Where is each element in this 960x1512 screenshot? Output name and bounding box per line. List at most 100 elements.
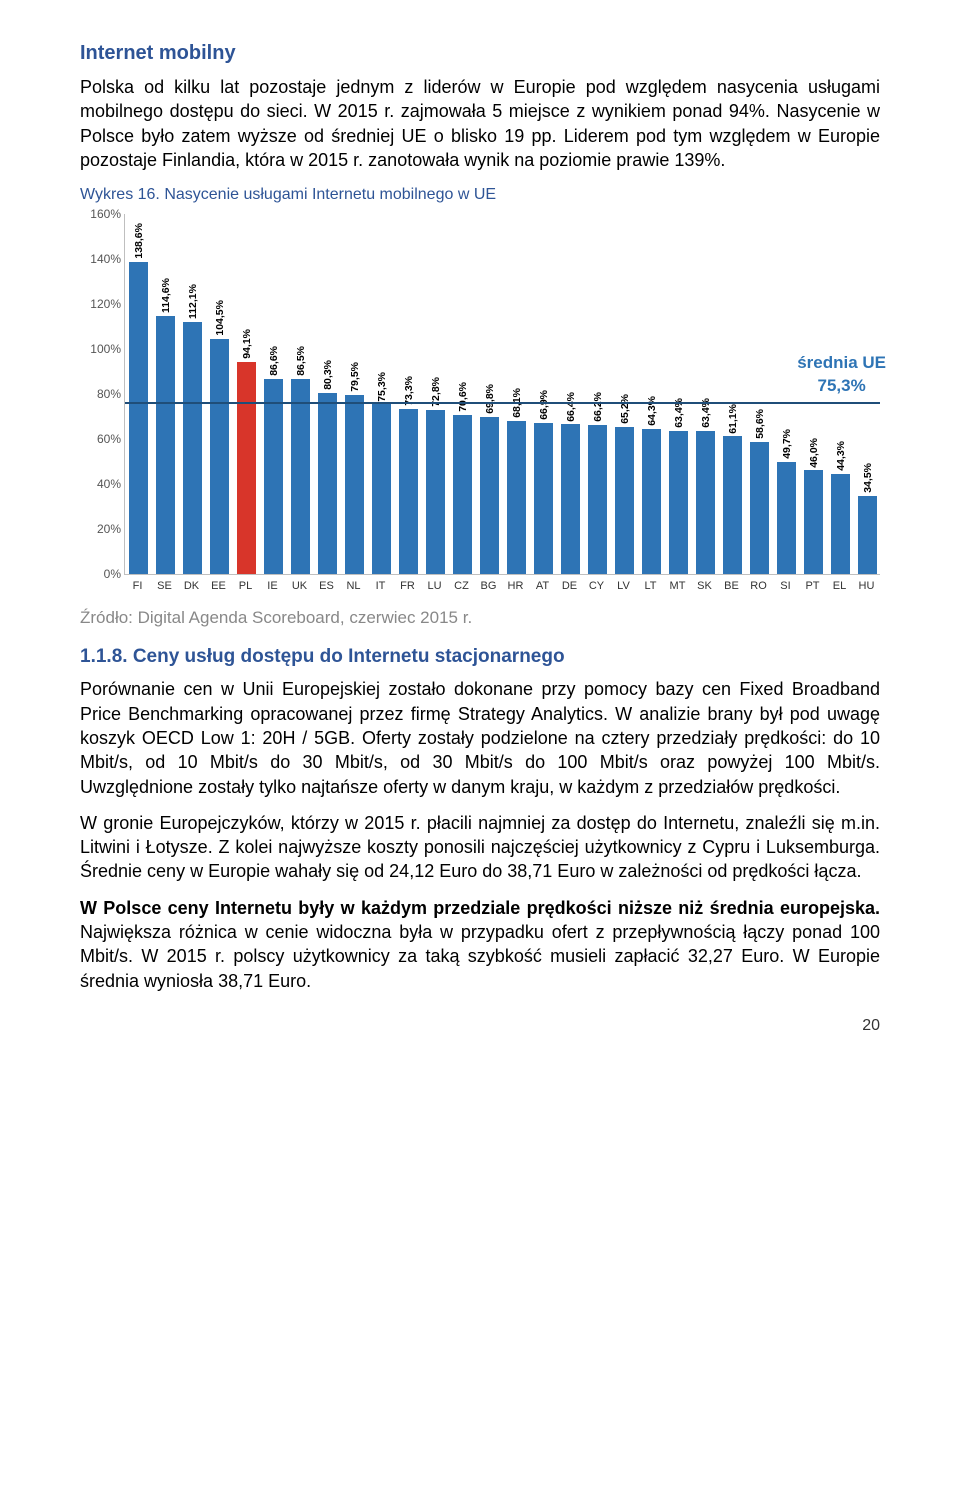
chart-ytick: 40%	[81, 476, 121, 492]
para-3: W gronie Europejczyków, którzy w 2015 r.…	[80, 811, 880, 884]
chart: 0%20%40%60%80%100%120%140%160%138,6%114,…	[80, 214, 880, 597]
chart-bar-value: 114,6%	[159, 278, 173, 313]
chart-bar: 58,6%	[750, 442, 769, 574]
chart-bar-value: 94,1%	[240, 329, 254, 359]
chart-bar: 46,0%	[804, 470, 823, 574]
chart-xlabel: LV	[610, 579, 637, 594]
chart-bar-value: 70,6%	[456, 382, 470, 412]
chart-bar: 49,7%	[777, 462, 796, 574]
chart-xlabel: SI	[772, 579, 799, 594]
para-1: Polska od kilku lat pozostaje jednym z l…	[80, 75, 880, 172]
chart-bar: 34,5%	[858, 496, 877, 574]
chart-ytick: 120%	[81, 296, 121, 312]
chart-bar: 63,4%	[669, 431, 688, 574]
chart-xlabel: AT	[529, 579, 556, 594]
chart-bar: 94,1%	[237, 362, 256, 574]
chart-bar-value: 61,1%	[726, 404, 740, 434]
chart-xlabel: UK	[286, 579, 313, 594]
chart-bar: 138,6%	[129, 262, 148, 574]
chart-bar-value: 58,6%	[753, 409, 767, 439]
chart-xlabel: RO	[745, 579, 772, 594]
chart-title: Wykres 16. Nasycenie usługami Internetu …	[80, 184, 880, 206]
chart-bar: 72,8%	[426, 410, 445, 574]
chart-ytick: 160%	[81, 206, 121, 222]
chart-bar-value: 66,4%	[564, 392, 578, 422]
chart-bar-value: 46,0%	[807, 438, 821, 468]
chart-xlabel: SE	[151, 579, 178, 594]
chart-bar: 66,4%	[561, 424, 580, 573]
chart-xlabel: DE	[556, 579, 583, 594]
chart-bar: 75,3%	[372, 404, 391, 573]
chart-bar-value: 66,2%	[591, 392, 605, 422]
chart-ytick: 140%	[81, 251, 121, 267]
chart-xlabel: LT	[637, 579, 664, 594]
page-number: 20	[80, 1015, 880, 1037]
chart-bar: 112,1%	[183, 322, 202, 574]
chart-bar: 86,5%	[291, 379, 310, 574]
chart-bar-value: 75,3%	[375, 372, 389, 402]
chart-bar-value: 34,5%	[861, 463, 875, 493]
chart-bar: 66,9%	[534, 423, 553, 574]
chart-xlabel: ES	[313, 579, 340, 594]
chart-bar: 73,3%	[399, 409, 418, 574]
chart-bar: 66,2%	[588, 425, 607, 574]
chart-xlabel: FI	[124, 579, 151, 594]
chart-ytick: 20%	[81, 521, 121, 537]
chart-bar: 64,3%	[642, 429, 661, 574]
chart-bar: 68,1%	[507, 421, 526, 574]
chart-xlabel: NL	[340, 579, 367, 594]
chart-ytick: 60%	[81, 431, 121, 447]
chart-bar: 65,2%	[615, 427, 634, 574]
chart-xlabel: CY	[583, 579, 610, 594]
chart-bar-value: 65,2%	[618, 394, 632, 424]
para-4-bold: W Polsce ceny Internetu były w każdym pr…	[80, 898, 880, 918]
chart-xlabel: DK	[178, 579, 205, 594]
chart-plot: 0%20%40%60%80%100%120%140%160%138,6%114,…	[124, 214, 880, 575]
subsection-heading: 1.1.8. Ceny usług dostępu do Internetu s…	[80, 644, 880, 670]
chart-bar: 61,1%	[723, 436, 742, 573]
chart-bar-value: 66,9%	[537, 390, 551, 420]
chart-xaxis: FISEDKEEPLIEUKESNLITFRLUCZBGHRATDECYLVLT…	[124, 575, 880, 597]
chart-xlabel: IT	[367, 579, 394, 594]
chart-bar-value: 86,6%	[267, 346, 281, 376]
chart-bar: 80,3%	[318, 393, 337, 574]
section-heading: Internet mobilny	[80, 40, 880, 67]
chart-avg-line	[125, 402, 880, 404]
chart-bar: 86,6%	[264, 379, 283, 574]
chart-bar-value: 44,3%	[834, 441, 848, 471]
chart-ytick: 80%	[81, 386, 121, 402]
chart-xlabel: SK	[691, 579, 718, 594]
chart-ytick: 0%	[81, 566, 121, 582]
chart-bar-value: 138,6%	[132, 223, 146, 259]
chart-bar: 114,6%	[156, 316, 175, 574]
chart-source: Źródło: Digital Agenda Scoreboard, czerw…	[80, 607, 880, 630]
chart-bar: 79,5%	[345, 395, 364, 574]
chart-bar-value: 49,7%	[780, 429, 794, 459]
chart-xlabel: HR	[502, 579, 529, 594]
chart-bar-value: 112,1%	[186, 284, 200, 319]
chart-xlabel: PL	[232, 579, 259, 594]
chart-bar: 104,5%	[210, 339, 229, 574]
chart-xlabel: EL	[826, 579, 853, 594]
chart-bar: 44,3%	[831, 474, 850, 574]
chart-bar: 69,8%	[480, 417, 499, 574]
chart-xlabel: FR	[394, 579, 421, 594]
chart-bar: 63,4%	[696, 431, 715, 574]
chart-xlabel: HU	[853, 579, 880, 594]
para-4: W Polsce ceny Internetu były w każdym pr…	[80, 896, 880, 993]
chart-xlabel: PT	[799, 579, 826, 594]
chart-bar-value: 79,5%	[348, 362, 362, 392]
para-4-rest: Największa różnica w cenie widoczna była…	[80, 922, 880, 991]
chart-bar-value: 86,5%	[294, 346, 308, 376]
chart-xlabel: MT	[664, 579, 691, 594]
chart-bar-value: 64,3%	[645, 396, 659, 426]
chart-xlabel: EE	[205, 579, 232, 594]
chart-xlabel: BE	[718, 579, 745, 594]
chart-ytick: 100%	[81, 341, 121, 357]
chart-xlabel: LU	[421, 579, 448, 594]
chart-bar-value: 104,5%	[213, 300, 227, 336]
chart-bar-value: 69,8%	[483, 384, 497, 414]
para-2: Porównanie cen w Unii Europejskiej zosta…	[80, 677, 880, 798]
chart-bar-value: 80,3%	[321, 360, 335, 390]
chart-xlabel: BG	[475, 579, 502, 594]
